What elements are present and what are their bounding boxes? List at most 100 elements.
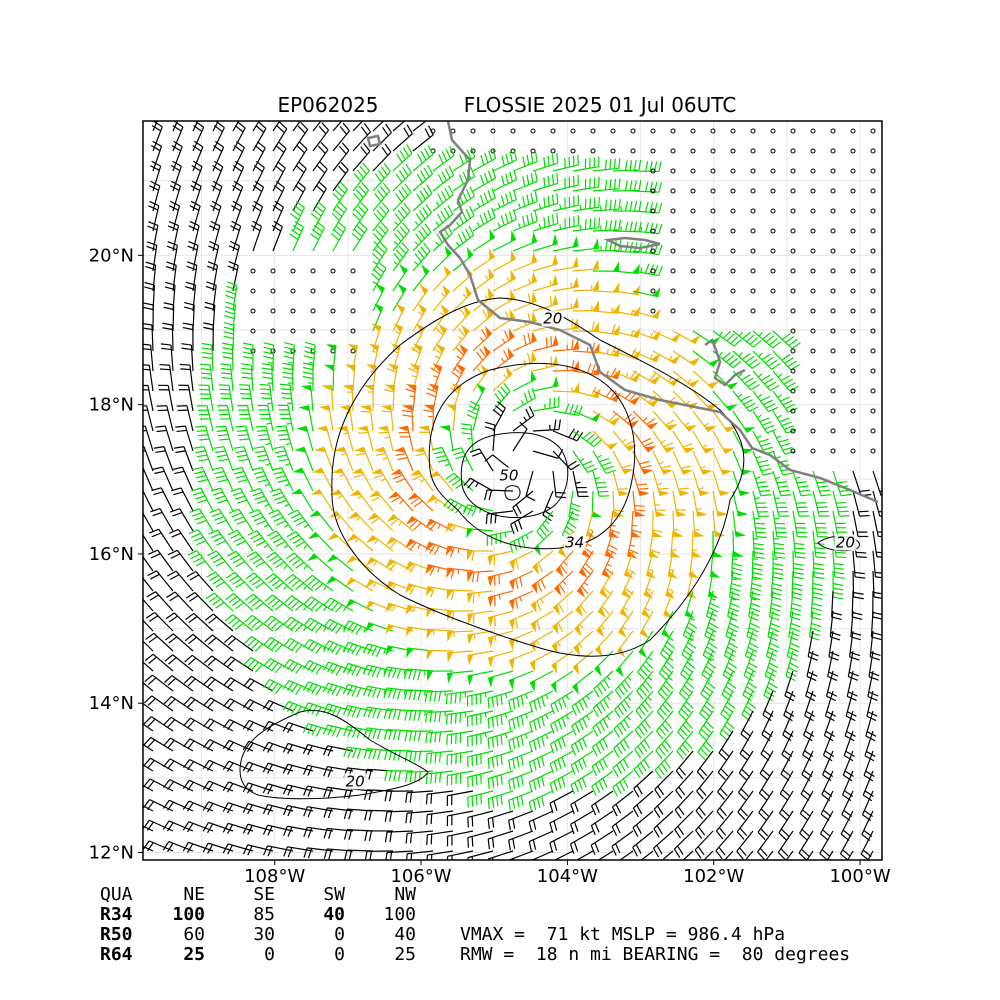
wind-barb (326, 554, 354, 572)
calm-circle (770, 188, 776, 194)
wind-barb (386, 513, 414, 532)
wind-barb (692, 350, 720, 368)
wind-barb (672, 330, 701, 345)
wind-barb (186, 261, 198, 292)
wind-barb (508, 590, 534, 611)
calm-circle (670, 288, 676, 294)
wind-barb (203, 718, 234, 732)
wind-barb (372, 163, 391, 192)
wind-barb (467, 730, 494, 747)
wind-barb (716, 790, 734, 820)
wind-barb (867, 670, 879, 701)
wind-barb (597, 590, 614, 618)
wind-barb (576, 570, 594, 598)
wind-barb (575, 590, 594, 618)
wind-barb (143, 466, 154, 492)
wind-barb (672, 490, 688, 517)
wind-barb (528, 790, 554, 812)
wind-barb (846, 670, 858, 702)
wind-barb (632, 161, 662, 173)
wind-barb (530, 630, 554, 653)
wind-barb (265, 573, 294, 592)
wind-barb (172, 466, 194, 492)
wind-barb (143, 598, 154, 612)
wind-barb (225, 281, 238, 312)
wind-barb (323, 827, 354, 839)
wind-barb (445, 710, 474, 725)
wind-barb (215, 425, 234, 452)
wind-barb (635, 690, 654, 720)
wind-barb (528, 750, 554, 773)
wind-barb (508, 790, 534, 811)
wind-barb (752, 470, 772, 497)
wind-barb (550, 690, 574, 715)
wind-barb (832, 550, 845, 579)
wind-barb (170, 160, 182, 192)
wind-barb (525, 470, 536, 502)
wind-barb (354, 446, 374, 472)
wind-barb (463, 477, 494, 492)
wind-barb (512, 171, 538, 192)
calm-circle (870, 348, 876, 354)
wind-barb (255, 425, 274, 452)
wind-barb (742, 670, 757, 702)
wind-barb (632, 263, 663, 277)
wind-barb (286, 531, 314, 552)
wind-barb (487, 750, 514, 769)
wind-barb (164, 654, 194, 672)
wind-barb (783, 690, 795, 722)
calm-circle (750, 268, 756, 274)
wind-barb (195, 425, 214, 452)
wind-barb (203, 655, 234, 672)
wind-barb (692, 390, 718, 411)
calm-circle (770, 288, 776, 294)
wind-barb (728, 570, 742, 601)
calm-circle (810, 368, 816, 374)
wind-barb (143, 805, 154, 812)
lon-tick-label: 106°W (390, 866, 451, 887)
calm-circle (270, 268, 276, 274)
wind-barb (307, 531, 334, 552)
wind-barb (852, 490, 870, 517)
wind-barb (694, 830, 714, 859)
calm-circle (710, 168, 716, 174)
calm-circle (650, 288, 656, 294)
calm-circle (770, 148, 776, 154)
wind-barb (271, 220, 283, 252)
wind-barb (529, 710, 554, 733)
wind-barb (183, 675, 214, 692)
calm-circle (610, 128, 616, 134)
wind-barb (277, 404, 294, 432)
wind-barb (283, 846, 314, 858)
calm-circle (870, 208, 876, 214)
lat-tick-label: 14°N (89, 693, 134, 714)
wind-barb (810, 590, 823, 621)
wind-barb (599, 570, 614, 599)
wind-barb (699, 690, 715, 721)
wind-barb (146, 241, 158, 272)
wind-barb (655, 730, 674, 759)
calm-circle (770, 228, 776, 234)
calm-circle (850, 248, 856, 254)
calm-circle (790, 188, 796, 194)
wind-barb (695, 810, 714, 839)
calm-circle (790, 368, 796, 374)
wind-barb (732, 510, 746, 537)
wind-barb (432, 323, 448, 352)
calm-circle (850, 348, 856, 354)
wind-barb (808, 610, 822, 641)
wind-barb (592, 178, 621, 192)
calm-circle (650, 248, 656, 254)
wind-barb (467, 610, 494, 625)
wind-barb (472, 364, 489, 392)
wind-barb (392, 144, 413, 172)
calm-circle (750, 128, 756, 134)
calm-circle (690, 288, 696, 294)
wind-barb (707, 570, 719, 599)
wind-barb (692, 490, 708, 517)
calm-circle (810, 228, 816, 234)
wind-barb (712, 330, 743, 347)
wind-barb (166, 591, 194, 612)
wind-barb (595, 630, 614, 657)
wind-barb (292, 181, 306, 212)
